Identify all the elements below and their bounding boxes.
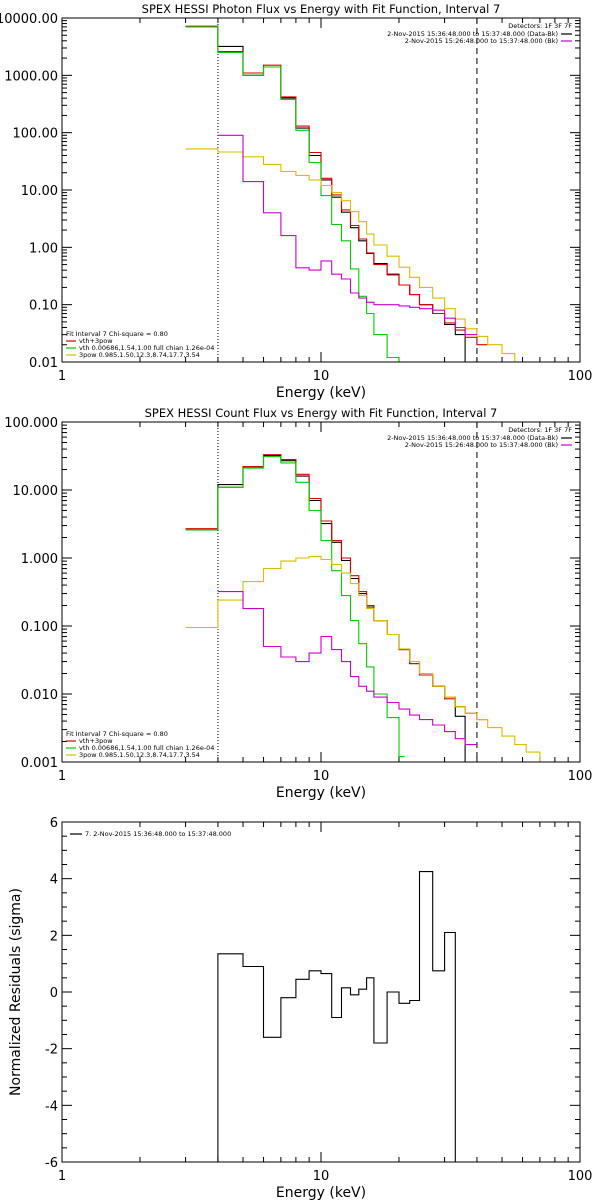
y-tick-label: 100.00 [13, 127, 59, 142]
y-tick-label: 0 [50, 986, 58, 1001]
y-tick-label: 10.000 [13, 484, 59, 499]
legend-entry: vth 0.00686,1.54,1.00 full chian 1.26e-0… [79, 744, 214, 752]
y-tick-label: 1000.00 [4, 69, 58, 84]
x-axis-label: Energy (keV) [276, 385, 366, 401]
plot-frame [61, 17, 581, 363]
series-data-bk [185, 455, 488, 763]
x-tick-label: 100 [568, 1169, 593, 1184]
y-tick-label: 1.00 [29, 241, 58, 256]
legend-entry: vth+3pow [79, 737, 113, 745]
chart-panel-1: SPEX HESSI Photon Flux vs Energy with Fi… [0, 2, 592, 401]
legend-entry: 2-Nov-2015 15:26:48.000 to 15:37:48.000 … [405, 441, 558, 449]
y-tick-label: 1.000 [21, 552, 58, 567]
axis-ticks [61, 821, 580, 1163]
y-tick-label: 4 [50, 873, 58, 888]
y-tick-label: 10.00 [21, 184, 58, 199]
chart-panel-3: 1 10 100 6 4 2 0 -2 -4 -6 Energy (keV) Normalized R… [8, 816, 592, 1200]
series-vth [185, 26, 405, 363]
x-tick-label: 1 [58, 1169, 66, 1184]
series-3pow [185, 556, 550, 763]
y-tick-label: 0.10 [29, 299, 58, 314]
chart-title: SPEX HESSI Photon Flux vs Energy with Fi… [142, 2, 501, 16]
legend-entry: vth 0.00686,1.54,1.00 full chian 1.26e-0… [79, 344, 214, 352]
series-vth [185, 456, 405, 758]
y-tick-label: 10000.00 [0, 12, 58, 27]
legend-entry: 2-Nov-2015 15:26:48.000 to 15:37:48.000 … [405, 37, 558, 45]
x-tick-label: 1 [58, 769, 66, 784]
y-tick-label: 0.01 [29, 356, 58, 371]
x-tick-label: 1 [58, 369, 66, 384]
legend-entry: 3pow 0.985,1.50,12.3,8.74,17.7,3.54 [79, 351, 200, 359]
legend-header: Fit Interval 7 Chi-square = 0.80 [66, 330, 168, 338]
series-3pow [185, 148, 527, 363]
series-residuals [217, 871, 466, 1163]
legend-entry: 2-Nov-2015 15:36:48.000 to 15:37:48.000 … [387, 434, 558, 442]
x-tick-label: 100 [568, 769, 593, 784]
y-axis-label: Normalized Residuals (sigma) [8, 888, 24, 1096]
y-tick-label: 0.001 [21, 756, 58, 771]
y-tick-label: 2 [50, 929, 58, 944]
y-tick-label: 0.010 [21, 688, 58, 703]
x-axis-label: Energy (keV) [276, 1185, 366, 1200]
legend-entry: vth+3pow [79, 337, 113, 345]
x-tick-label: 10 [313, 1169, 330, 1184]
x-tick-label: 10 [313, 769, 330, 784]
chart-panel-2: SPEX HESSI Count Flux vs Energy with Fit… [4, 406, 592, 801]
plot-frame [61, 421, 581, 763]
y-tick-label: 100.000 [4, 416, 58, 431]
legend-header: Detectors: 1F 3F 7F [508, 426, 572, 434]
series-bk [217, 591, 477, 746]
plot-frame [61, 821, 581, 1163]
axis-ticks [61, 422, 580, 763]
chart-title: SPEX HESSI Count Flux vs Energy with Fit… [145, 406, 498, 420]
legend-bottom: Fit Interval 7 Chi-square = 0.80vth+3pow… [66, 330, 214, 359]
x-tick-label: 10 [313, 369, 330, 384]
series-vth+3pow [185, 25, 488, 346]
y-tick-label: -6 [45, 1156, 58, 1171]
y-tick-label: -2 [45, 1043, 58, 1058]
legend-entry: 7. 2-Nov-2015 15:36:48.000 to 15:37:48.0… [85, 830, 231, 838]
x-tick-label: 100 [568, 369, 593, 384]
legend-entry: 2-Nov-2015 15:36:48.000 to 15:37:48.000 … [387, 30, 558, 38]
x-axis-label: Energy (keV) [276, 785, 366, 801]
legend-top: 7. 2-Nov-2015 15:36:48.000 to 15:37:48.0… [70, 830, 231, 838]
legend-top: Detectors: 1F 3F 7F2-Nov-2015 15:36:48.0… [387, 426, 572, 449]
legend-header: Detectors: 1F 3F 7F [508, 22, 572, 30]
legend-top: Detectors: 1F 3F 7F2-Nov-2015 15:36:48.0… [387, 22, 572, 45]
y-tick-label: 6 [50, 816, 58, 831]
series-bk [217, 134, 477, 336]
y-tick-label: -4 [45, 1099, 58, 1114]
legend-bottom: Fit Interval 7 Chi-square = 0.80vth+3pow… [66, 730, 214, 759]
legend-entry: 3pow 0.985,1.50,12.3,8.74,17.7,3.54 [79, 751, 200, 759]
series-vth+3pow [185, 454, 488, 721]
legend-header: Fit Interval 7 Chi-square = 0.80 [66, 730, 168, 738]
y-tick-label: 0.100 [21, 620, 58, 635]
